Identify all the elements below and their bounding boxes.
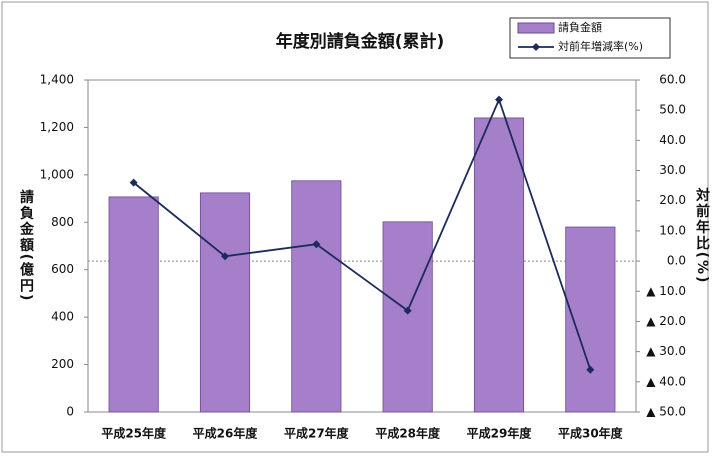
x-tick-label: 平成27年度 (284, 426, 350, 441)
y2-tick-label: ▲ 30.0 (646, 344, 686, 358)
y-tick-label: 600 (51, 262, 74, 276)
legend-swatch (517, 22, 555, 34)
y-axis-label: 請負金額(億円) (18, 189, 35, 302)
y-tick-label: 800 (51, 215, 74, 229)
y2-tick-label: 30.0 (659, 163, 686, 177)
y-tick-label: 200 (51, 357, 74, 371)
y2-tick-label: ▲ 10.0 (646, 284, 686, 298)
bar (473, 117, 525, 413)
line-marker (403, 306, 412, 315)
line-marker (129, 178, 138, 187)
y2-tick-label: 10.0 (659, 223, 686, 237)
y2-axis-label: 対前年比(%) (694, 187, 711, 285)
line-marker (495, 95, 503, 104)
legend-label: 請負金額 (558, 20, 602, 34)
x-tick-label: 平成29年度 (467, 426, 533, 441)
legend-marker (532, 43, 540, 51)
chart-title: 年度別請負金額(累計) (276, 31, 445, 52)
bar (291, 180, 342, 413)
y2-tick-label: 50.0 (659, 103, 686, 117)
y2-tick-label: 60.0 (659, 73, 686, 87)
bar (199, 192, 251, 413)
y-tick-label: 1,400 (40, 73, 74, 87)
x-tick-label: 平成28年度 (375, 426, 441, 441)
y2-tick-label: ▲ 20.0 (646, 314, 686, 328)
legend-label: 対前年増減率(%) (558, 39, 643, 53)
y2-tick-label: 20.0 (659, 193, 686, 207)
line-marker (221, 252, 229, 261)
y2-tick-label: ▲ 40.0 (646, 374, 686, 388)
line-marker (586, 365, 595, 374)
y2-tick-label: ▲ 50.0 (646, 405, 686, 419)
x-tick-label: 平成30年度 (558, 426, 624, 441)
y2-tick-label: 0.0 (667, 254, 686, 268)
y2-tick-label: 40.0 (659, 133, 686, 147)
bar (382, 221, 433, 413)
y-tick-label: 1,000 (40, 167, 74, 181)
y-tick-label: 400 (51, 310, 74, 324)
x-tick-label: 平成26年度 (193, 426, 259, 441)
plot-area (87, 79, 637, 413)
x-tick-label: 平成25年度 (101, 426, 167, 441)
line (133, 97, 592, 371)
bar (108, 196, 159, 413)
y-tick-label: 0 (66, 405, 74, 419)
y-tick-label: 1,200 (40, 120, 74, 134)
line-marker (312, 240, 321, 249)
